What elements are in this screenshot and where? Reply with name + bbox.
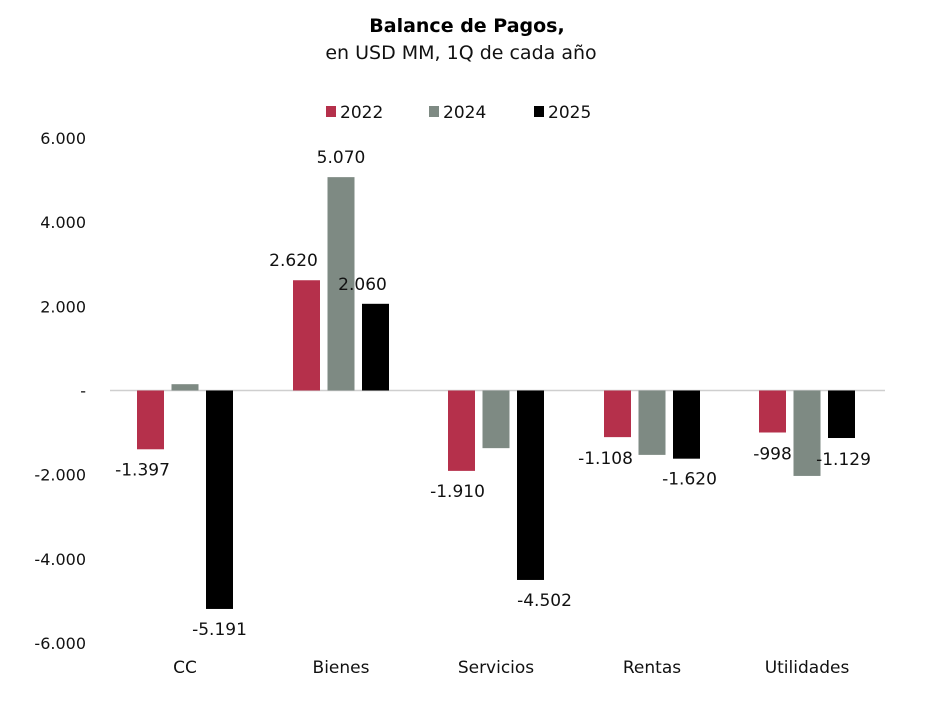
bar: [793, 390, 821, 476]
y-tick-label: -: [80, 382, 86, 401]
chart-subtitle: en USD MM, 1Q de cada año: [325, 42, 596, 64]
data-label: 2.060: [338, 275, 387, 295]
y-tick-label: -2.000: [34, 466, 86, 485]
bar: [206, 390, 233, 609]
legend-label: 2024: [443, 103, 486, 123]
data-label: -1.620: [662, 470, 717, 490]
data-label: 5.070: [317, 148, 366, 168]
legend-label: 2022: [340, 103, 383, 123]
y-tick-label: 2.000: [40, 297, 86, 316]
legend-swatch: [429, 106, 439, 117]
legend-label: 2025: [548, 103, 591, 123]
y-tick-label: 6.000: [40, 129, 86, 148]
x-category-label: CC: [173, 658, 197, 678]
data-label: -1.910: [430, 482, 485, 502]
data-label: 2.620: [269, 251, 318, 271]
x-category-label: Rentas: [623, 658, 681, 678]
y-axis: 6.000 4.000 2.000 - -2.000 -4.000 -6.000: [34, 129, 86, 653]
bar: [828, 390, 855, 439]
bar: [171, 384, 199, 391]
x-category-label: Servicios: [458, 658, 534, 678]
y-tick-label: -4.000: [34, 550, 86, 569]
x-category-label: Bienes: [313, 658, 370, 678]
y-tick-label: -6.000: [34, 634, 86, 653]
data-label: -998: [753, 444, 792, 464]
data-label: -1.129: [816, 450, 871, 470]
data-labels: -1.397 2.620 -1.910 -1.108 -998 5.070 -5.191 2.…: [115, 148, 871, 640]
bar: [759, 390, 786, 433]
bar: [604, 390, 631, 438]
bar: [517, 390, 544, 580]
bar: [673, 390, 700, 459]
data-label: -1.397: [115, 460, 170, 480]
bar: [638, 390, 666, 455]
bars: [137, 177, 855, 609]
bar: [482, 390, 510, 449]
bar: [137, 390, 164, 450]
legend-swatch: [534, 106, 544, 117]
legend-swatch: [326, 106, 336, 117]
legend: 2022 2024 2025: [326, 103, 591, 123]
x-category-label: Utilidades: [765, 658, 850, 678]
x-axis: CC Bienes Servicios Rentas Utilidades: [110, 389, 885, 678]
y-tick-label: 4.000: [40, 213, 86, 232]
data-label: -1.108: [578, 449, 633, 469]
bar: [448, 390, 475, 471]
bar: [327, 177, 355, 391]
bar: [293, 280, 320, 391]
data-label: -5.191: [192, 620, 247, 640]
chart-title: Balance de Pagos,: [369, 15, 564, 37]
data-label: -4.502: [517, 591, 572, 611]
bar: [362, 303, 389, 391]
